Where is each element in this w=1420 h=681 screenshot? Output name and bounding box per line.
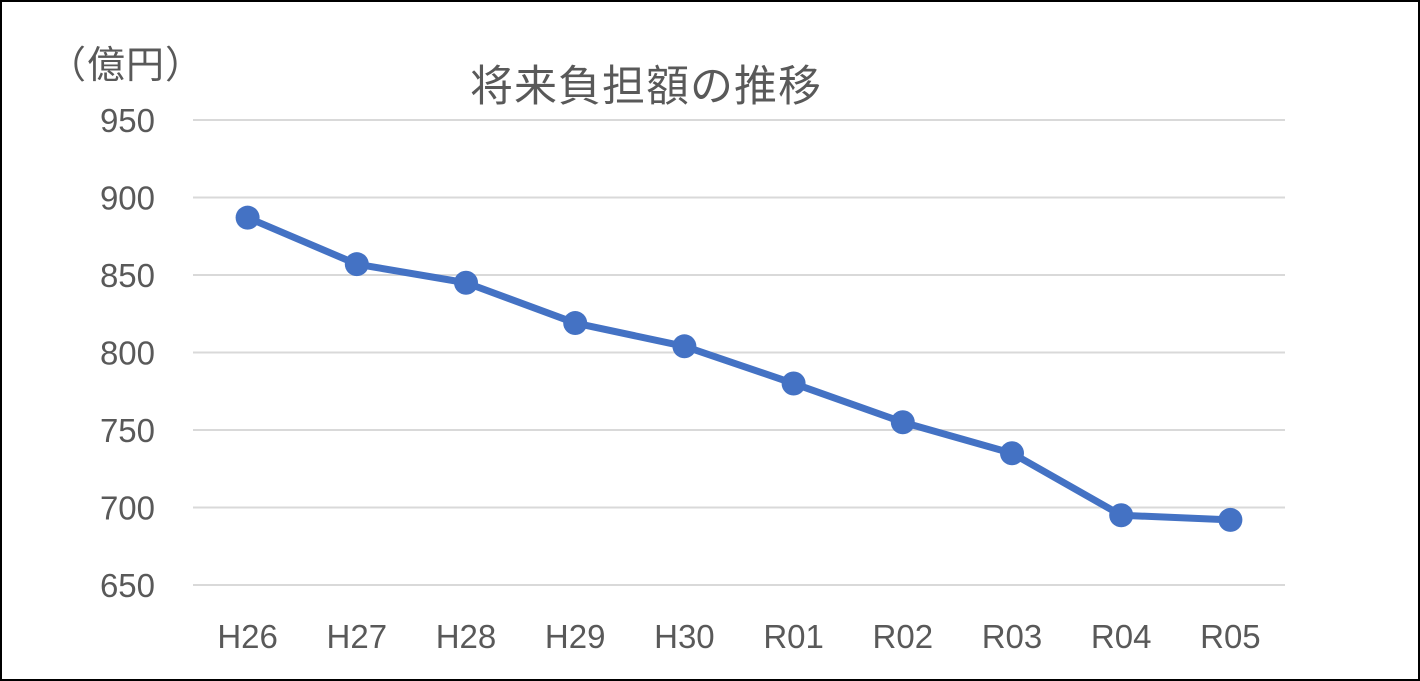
- y-tick-label: 850: [100, 257, 155, 294]
- data-point: [1109, 503, 1134, 528]
- y-tick-label: 900: [100, 180, 155, 217]
- x-tick-label: H30: [654, 618, 715, 655]
- x-tick-label: R03: [982, 618, 1043, 655]
- x-tick-label: R04: [1091, 618, 1152, 655]
- series-line: [244, 214, 1234, 524]
- data-point: [563, 311, 588, 336]
- data-point: [454, 270, 478, 295]
- x-tick-label: R05: [1200, 618, 1261, 655]
- data-point: [1000, 441, 1024, 466]
- x-tick-label: H27: [327, 618, 388, 655]
- y-tick-label: 750: [100, 412, 155, 449]
- y-tick-label: 700: [100, 490, 155, 527]
- y-axis-ticks: 950 900 850 800 750 700 650: [100, 102, 155, 604]
- chart-title: 将来負担額の推移: [470, 62, 822, 112]
- series-layer: [235, 205, 1243, 532]
- data-point: [781, 371, 806, 396]
- y-tick-label: 950: [100, 102, 155, 139]
- data-point: [1218, 507, 1243, 532]
- data-point: [890, 410, 915, 435]
- x-tick-label: R01: [763, 618, 824, 655]
- x-tick-label: H29: [545, 618, 606, 655]
- data-point: [344, 252, 369, 277]
- y-unit-label: （億円）: [48, 43, 205, 87]
- x-tick-label: H26: [217, 618, 278, 655]
- y-tick-label: 650: [100, 567, 155, 604]
- x-tick-label: H28: [436, 618, 497, 655]
- x-axis-ticks: H26 H27 H28 H29 H30 R01 R02 R03 R04 R05: [217, 618, 1260, 655]
- y-tick-label: 800: [100, 335, 155, 372]
- data-point: [235, 205, 260, 230]
- x-tick-label: R02: [873, 618, 934, 655]
- data-point: [672, 334, 697, 359]
